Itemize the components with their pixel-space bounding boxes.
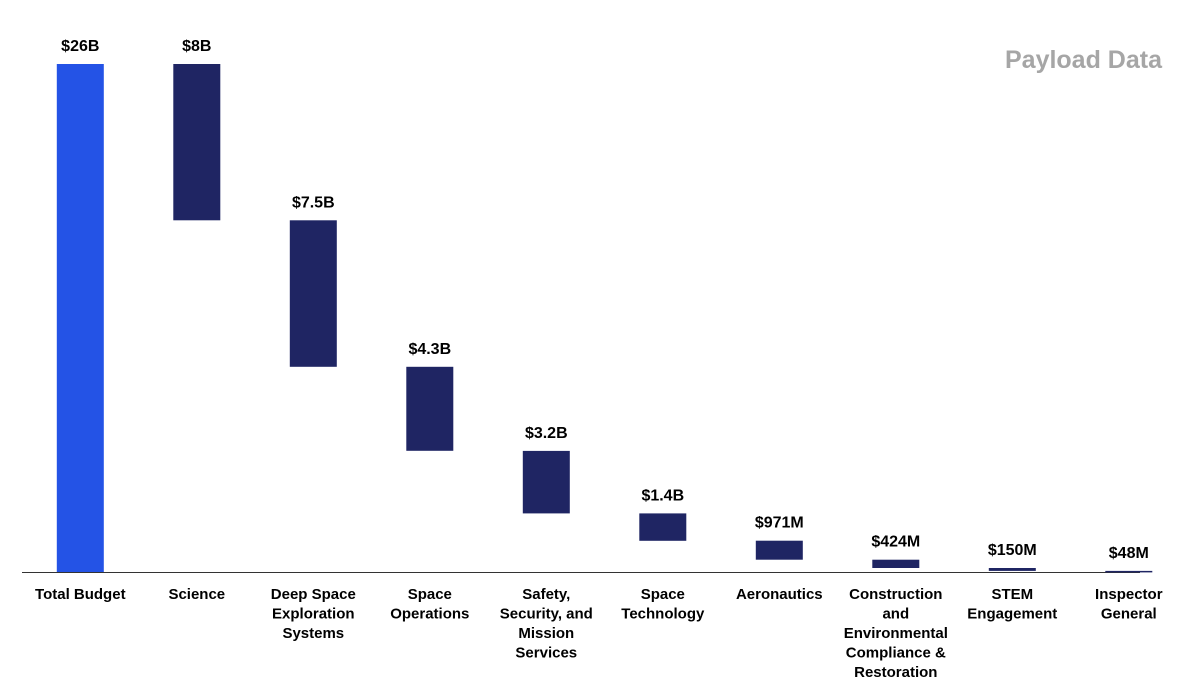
data-label: $48M (1109, 545, 1149, 562)
category-label-line: Deep Space (271, 586, 356, 603)
bar-step-2 (289, 220, 337, 367)
category-label-line: Space (641, 586, 685, 603)
bar-step-8 (988, 568, 1036, 571)
category-label-line: Construction (849, 586, 942, 603)
category-label-line: Science (168, 586, 225, 603)
category-label-line: Services (515, 645, 577, 662)
bar-step-1 (173, 64, 221, 221)
category-label-line: General (1101, 606, 1157, 623)
data-label: $7.5B (292, 194, 335, 211)
category-label: Aeronautics (736, 586, 823, 603)
bar-step-4 (522, 450, 570, 514)
data-label: $3.2B (525, 425, 568, 442)
bar-total-budget (56, 64, 104, 572)
category-label-line: Systems (282, 625, 344, 642)
category-label: Deep Space Exploration Systems (271, 586, 356, 642)
bar-step-7 (872, 559, 920, 568)
category-label-line: STEM (991, 586, 1033, 603)
category-label: Space Technology (621, 586, 705, 623)
category-label: Construction and Environmental Compliance &… (844, 586, 948, 681)
category-label-line: Compliance & (846, 645, 946, 662)
bar-step-5 (639, 513, 687, 541)
category-label-line: Engagement (967, 606, 1057, 623)
category-label: Inspector General (1095, 586, 1163, 623)
data-label: $424M (871, 534, 920, 551)
category-label-line: Safety, (522, 586, 570, 603)
category-label-line: Restoration (854, 664, 937, 681)
category-label-line: Exploration (272, 606, 355, 623)
data-label: $971M (755, 515, 804, 532)
bar-step-9 (1105, 570, 1153, 573)
category-label: STEM Engagement (967, 586, 1057, 623)
category-label: Total Budget (35, 586, 126, 603)
data-label: $8B (182, 38, 211, 55)
category-label-line: Environmental (844, 625, 948, 642)
category-label-line: Operations (390, 606, 469, 623)
brand-watermark: Payload Data (1004, 46, 1162, 74)
category-label-line: Inspector (1095, 586, 1163, 603)
category-label: Safety, Security, and Mission Services (500, 586, 593, 662)
category-label-line: Aeronautics (736, 586, 823, 603)
category-label-line: and (882, 606, 909, 623)
data-label: $4.3B (408, 341, 451, 358)
category-label: Space Operations (390, 586, 469, 623)
category-label-line: Space (408, 586, 452, 603)
bar-step-6 (755, 540, 803, 560)
category-label-line: Total Budget (35, 586, 126, 603)
data-label: $1.4B (641, 487, 684, 504)
data-label: $26B (61, 38, 99, 55)
category-label: Science (168, 586, 225, 603)
category-label-line: Security, and (500, 606, 593, 623)
category-label-line: Technology (621, 606, 705, 623)
data-label: $150M (988, 542, 1037, 559)
bar-step-3 (406, 366, 454, 451)
category-label-line: Mission (518, 625, 574, 642)
